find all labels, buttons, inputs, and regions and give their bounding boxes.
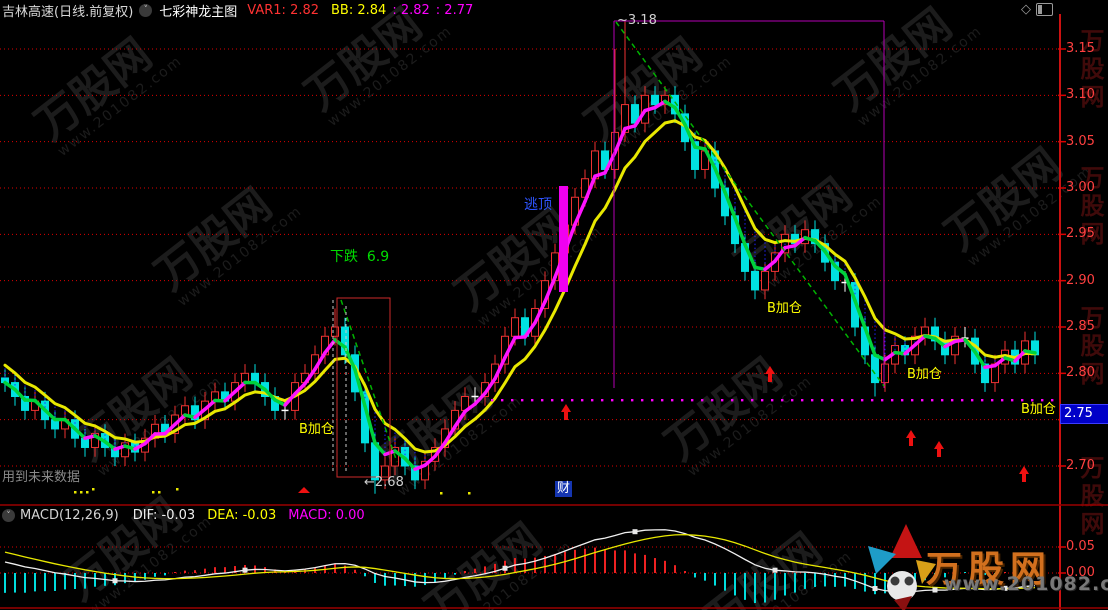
macd-axis-label: 0.05	[1066, 539, 1095, 554]
stock-title: 吉林高速(日线.前复权)	[2, 4, 134, 20]
brand-name-watermark: 万股网	[926, 549, 1053, 590]
buy-arrow-icon	[934, 441, 944, 457]
diamond-icon[interactable]: ◇	[1021, 2, 1031, 17]
buy-arrow-icon	[906, 430, 916, 446]
macd-axis-label: 0.00	[1066, 565, 1095, 580]
add-position-label: B加仓	[907, 367, 942, 382]
dea-line	[4, 533, 1036, 590]
side-watermark: 万股网	[1076, 28, 1104, 112]
buy-arrow-icon	[765, 366, 775, 382]
yellow-ma-line	[3, 119, 1037, 454]
sell-triangle-icon	[298, 487, 310, 493]
escape-top-signal-bar	[559, 186, 568, 292]
price-axis-label: 3.10	[1066, 87, 1095, 103]
bb-value: BB: 2.84	[331, 2, 387, 18]
price-axis-label: 3.05	[1066, 133, 1095, 149]
drawing-annotations-layer	[74, 20, 1054, 495]
add-position-label: B加仓	[299, 422, 334, 437]
ribbon-layer	[4, 139, 996, 468]
add-position-label: B加仓	[767, 301, 802, 316]
macd-indicator-name: MACD(12,26,9)	[20, 508, 119, 523]
add-position-label: B加仓	[1021, 402, 1056, 417]
side-watermark: 万股网	[1076, 305, 1104, 389]
header-tools: ◇	[1021, 2, 1053, 17]
logo-panda-eye	[890, 576, 900, 586]
low-price-label: ←2.68	[364, 475, 404, 490]
price-axis-label: 2.90	[1066, 272, 1095, 288]
axis-layer	[0, 14, 1108, 610]
price-axis-label: 2.80	[1066, 365, 1095, 381]
main-indicator-name: 七彩神龙主图	[159, 4, 238, 20]
bb-value-3: : 2.77	[435, 2, 474, 18]
macd-header: ˅ MACD(12,26,9) DIF: -0.03 DEA: -0.03 MA…	[0, 507, 365, 524]
buy-arrow-icon	[1019, 466, 1029, 482]
price-axis-label: 3.15	[1066, 41, 1095, 56]
logo-panda-eye	[904, 576, 914, 586]
var1-value: VAR1: 2.82	[247, 2, 320, 18]
peak-price-label: ~3.18	[617, 13, 657, 28]
candles-layer	[1, 21, 1039, 494]
brand-pinwheel-logo	[868, 524, 936, 610]
buy-arrow-icon	[561, 404, 571, 420]
side-watermark: 万股网	[1076, 455, 1104, 539]
ma-lines-layer	[3, 99, 1037, 471]
future-data-note: 用到未来数据	[2, 470, 81, 485]
chevron-down-icon[interactable]: ˅	[2, 509, 15, 522]
logo-panda-face	[887, 571, 917, 601]
logo-yellow-arrow	[916, 560, 936, 584]
layout-panel-icon[interactable]	[1036, 3, 1053, 16]
price-axis-label: 2.95	[1066, 226, 1095, 242]
dea-value: DEA: -0.03	[207, 508, 277, 523]
decline-label: 下跌 6.9	[330, 249, 390, 265]
chart-header: 吉林高速(日线.前复权) ˅ 七彩神龙主图 VAR1: 2.82 BB: 2.8…	[0, 0, 1108, 20]
price-axis-label: 3.00	[1066, 180, 1095, 195]
dif-value: DIF: -0.03	[132, 508, 196, 523]
logo-tail	[894, 596, 912, 610]
logo-red-arrow	[890, 524, 922, 558]
side-watermark: 万股网	[1076, 165, 1104, 249]
price-axis-label: 2.70	[1066, 458, 1095, 473]
macd-layer	[4, 529, 1036, 604]
escape-top-label: 逃顶	[524, 197, 552, 213]
logo-cyan-arrow	[868, 546, 896, 574]
wealth-badge: 财	[555, 481, 573, 498]
brand-url-watermark: www.201082.com	[944, 573, 1108, 595]
bb-value-2: : 2.82	[392, 2, 430, 18]
current-price-badge: 2.75	[1060, 404, 1108, 424]
price-axis-label: 2.85	[1066, 319, 1095, 334]
macd-value: MACD: 0.00	[288, 508, 365, 523]
chevron-down-icon[interactable]: ˅	[139, 3, 153, 17]
